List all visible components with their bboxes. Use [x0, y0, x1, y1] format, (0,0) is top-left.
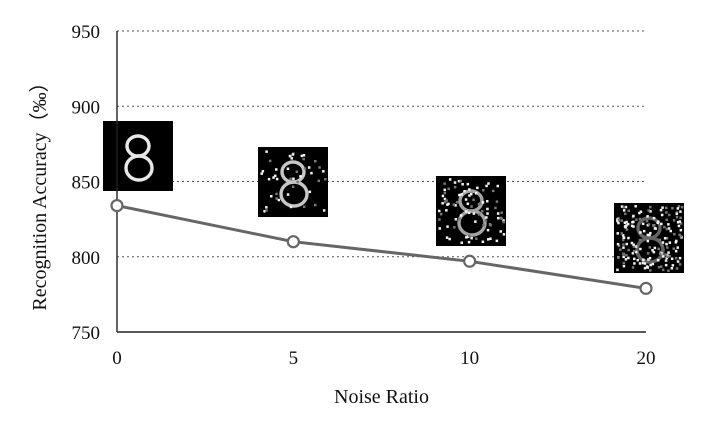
digit-thumbnail-5 [258, 147, 328, 217]
y-tick-label: 850 [72, 173, 101, 194]
data-point-5 [286, 235, 300, 249]
y-axis-title: Recognition Accuracy（‰） [28, 72, 51, 310]
x-tick-label: 0 [112, 348, 122, 369]
digit-thumbnail-0 [103, 121, 173, 191]
x-axis-title: Noise Ratio [334, 386, 429, 408]
digit-thumbnails [103, 121, 684, 273]
series-layer [110, 198, 653, 295]
x-tick-label: 5 [289, 348, 299, 369]
data-point-10 [463, 254, 477, 268]
x-tick-label: 10 [460, 348, 479, 369]
x-tick-labels: 0 5 10 20 [112, 348, 655, 369]
digit-thumbnail-20 [614, 203, 684, 273]
gridlines [117, 30, 646, 258]
y-tick-label: 750 [72, 323, 101, 344]
y-tick-label: 900 [72, 97, 101, 118]
digit-thumbnail-10 [436, 176, 506, 246]
data-point-0 [110, 198, 124, 213]
y-tick-label: 950 [72, 22, 101, 43]
y-tick-labels: 750 800 850 900 950 [72, 22, 101, 344]
x-tick-label: 20 [637, 348, 656, 369]
series-line [116, 204, 647, 290]
y-tick-label: 800 [72, 248, 101, 269]
data-point-20 [639, 281, 653, 295]
axes [116, 31, 646, 333]
